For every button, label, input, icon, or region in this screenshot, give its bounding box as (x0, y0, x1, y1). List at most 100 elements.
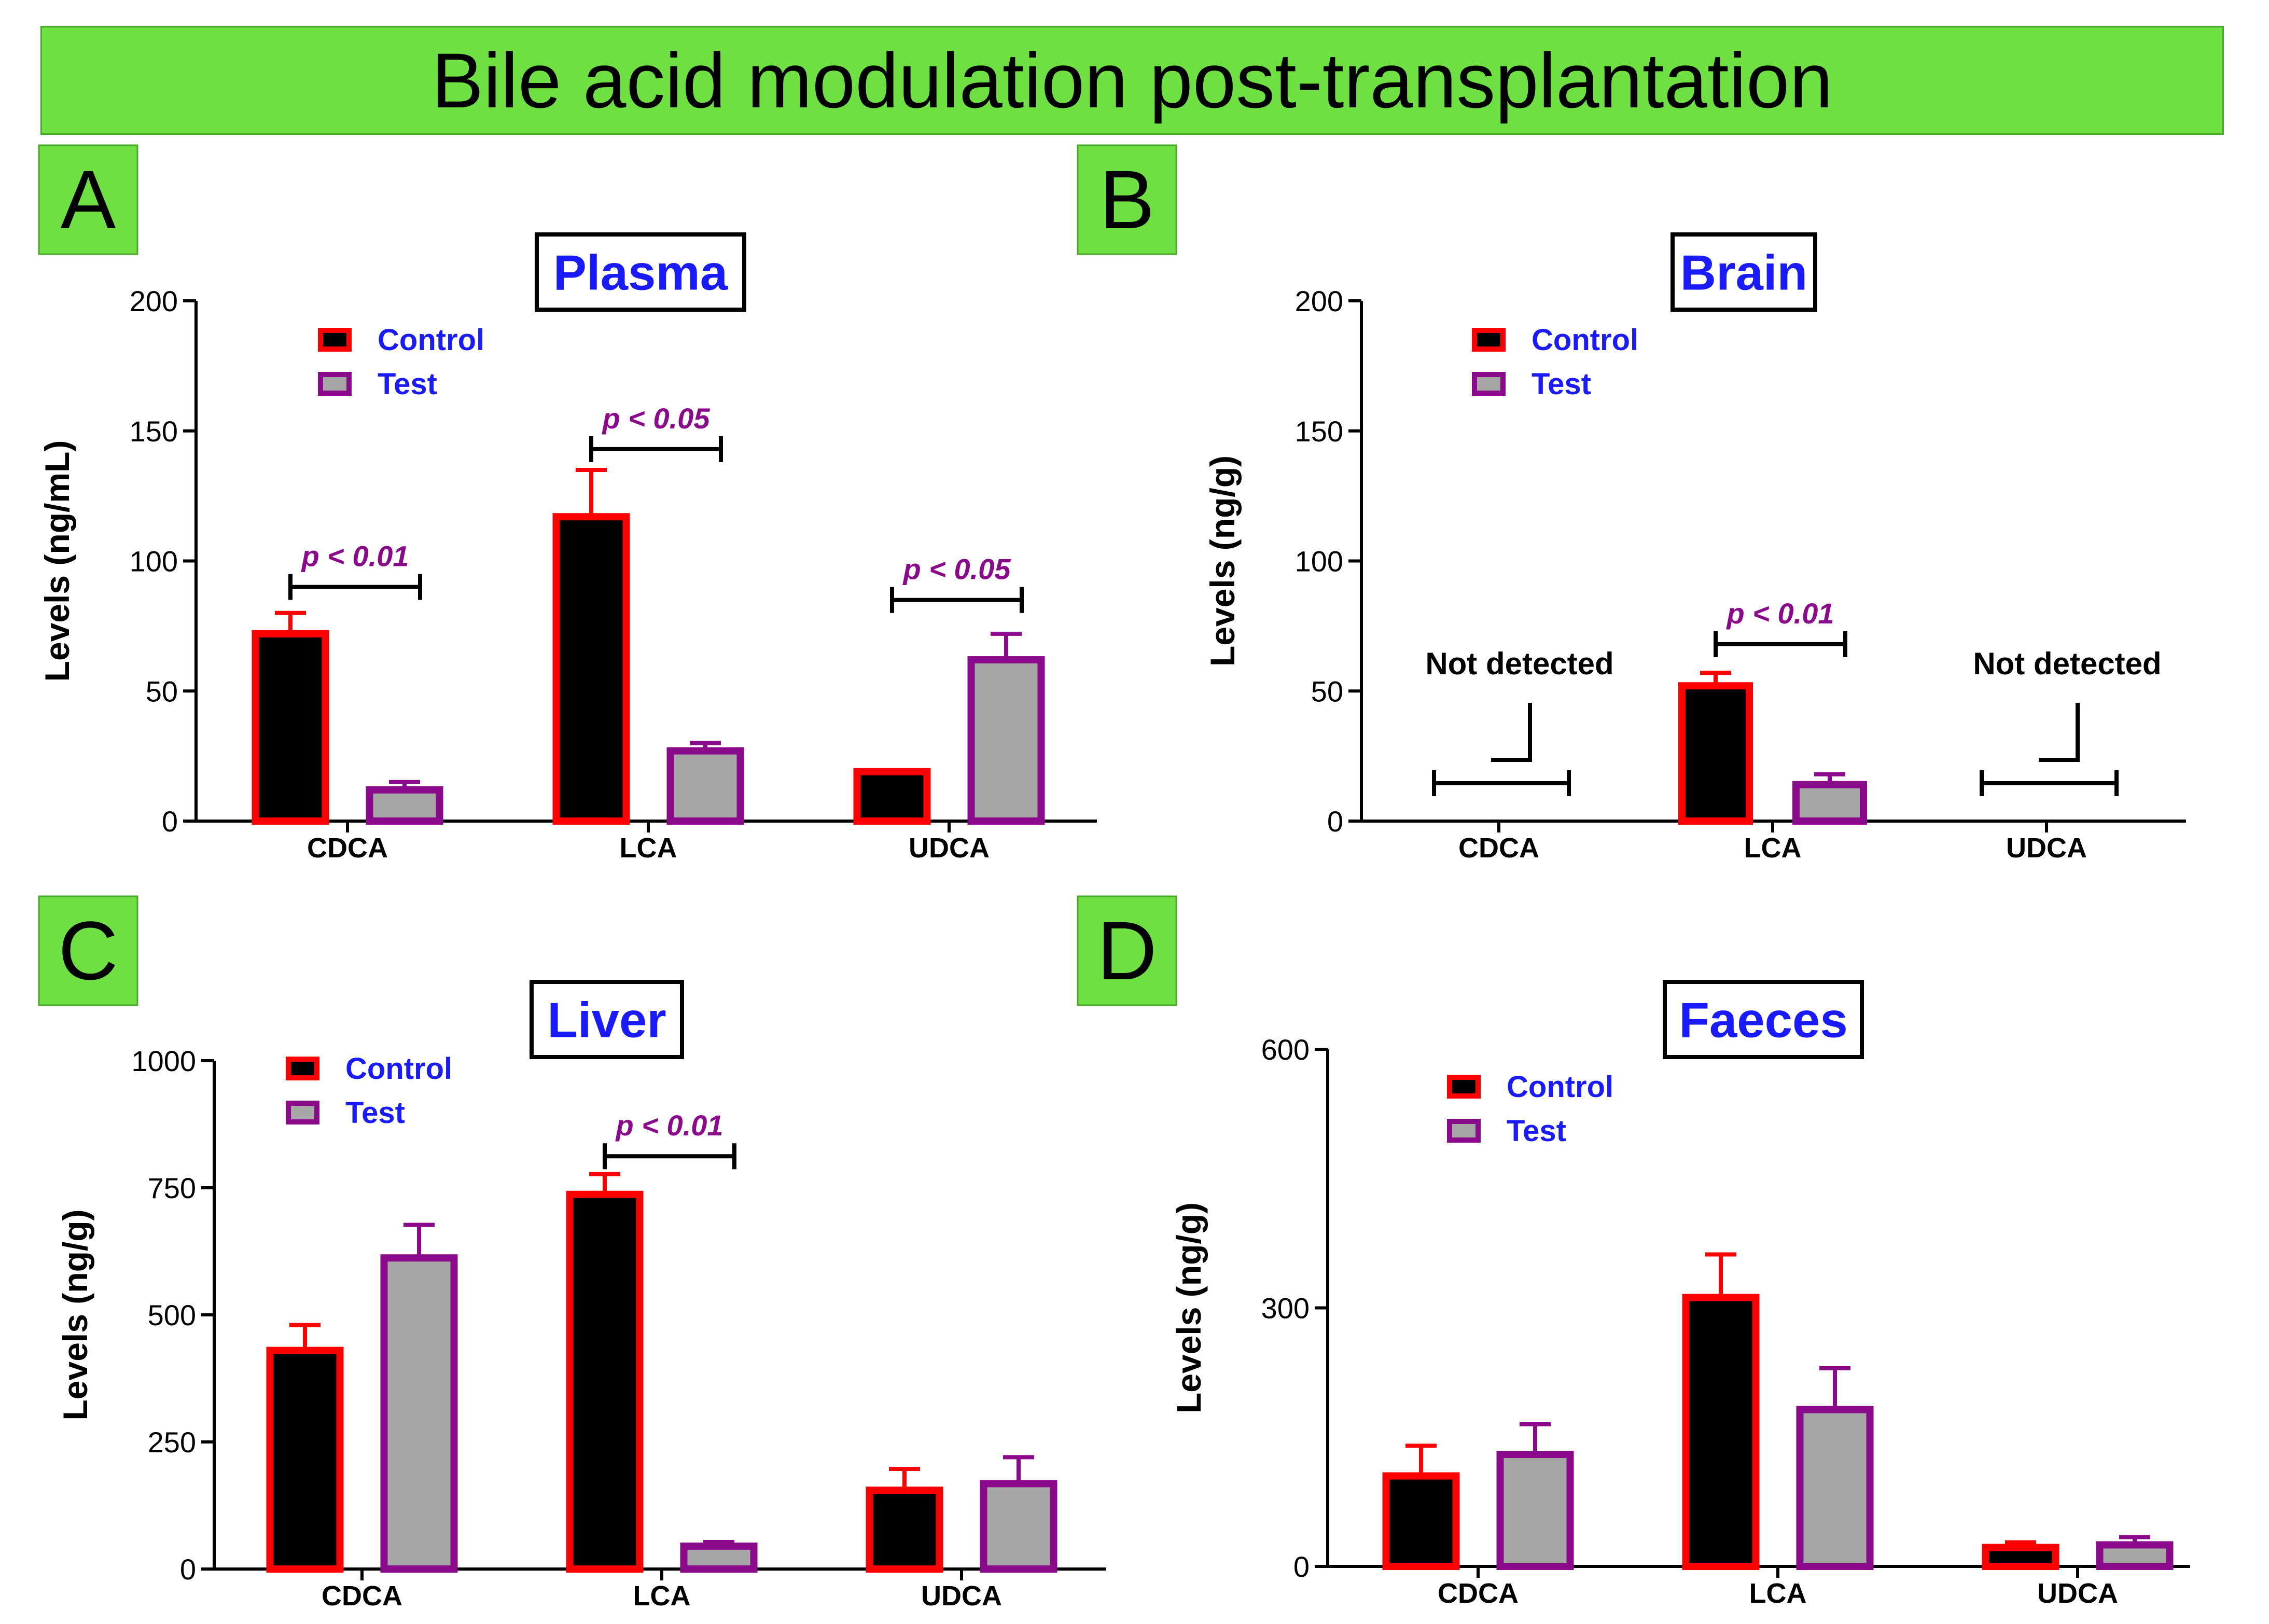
bar-test-cdca (380, 1254, 458, 1573)
bar-control-lca (552, 513, 630, 825)
chart-title: Plasma (553, 245, 728, 301)
legend-label-control: Control (345, 1052, 452, 1086)
p-value-label: p < 0.05 (601, 402, 710, 435)
not-detected-label: Not detected (1425, 646, 1613, 681)
x-tick-label: UDCA (2006, 832, 2087, 864)
panel-letter-box (38, 895, 138, 1006)
y-tick-label: 300 (1261, 1292, 1310, 1325)
bar-control-lca (566, 1190, 644, 1573)
y-tick-label: 750 (148, 1172, 196, 1204)
bar-test-udca (2096, 1541, 2174, 1570)
y-tick-label: 0 (180, 1553, 196, 1586)
y-tick-label: 600 (1261, 1033, 1310, 1066)
chart-title-box (1663, 980, 1864, 1059)
legend-swatch-control (286, 1057, 319, 1080)
panel-letter: A (61, 153, 116, 246)
y-tick-label: 500 (148, 1299, 196, 1331)
y-axis-label: Levels (ng/mL) (38, 440, 76, 682)
legend-label-control: Control (378, 323, 484, 357)
x-tick-label: UDCA (921, 1580, 1002, 1612)
chart-title-box (530, 980, 684, 1059)
chart-title-box (1671, 232, 1817, 312)
x-tick-label: UDCA (2037, 1578, 2118, 1609)
bar-test-lca (1792, 781, 1867, 825)
y-tick-label: 100 (1295, 545, 1343, 578)
legend-swatch-control (318, 328, 352, 352)
x-tick-label: LCA (1749, 1578, 1807, 1609)
y-axis-label: Levels (ng/g) (1203, 455, 1242, 667)
p-value-label: p < 0.01 (1725, 597, 1834, 630)
y-tick-label: 150 (1295, 415, 1343, 448)
y-tick-label: 200 (130, 285, 178, 317)
y-tick-label: 100 (130, 545, 178, 578)
panel-letter-box (1077, 895, 1177, 1006)
bar-control-cdca (252, 630, 329, 825)
bar-test-cdca (366, 786, 443, 825)
y-tick-label: 150 (130, 415, 178, 448)
bar-test-lca (666, 747, 744, 825)
x-tick-label: LCA (620, 832, 677, 864)
p-value-label: p < 0.01 (300, 540, 409, 573)
panel-c: C Liver 0 250 500 750 1000 Levels (ng/g) Control… (38, 895, 1106, 1612)
x-tick-label: CDCA (322, 1580, 402, 1612)
not-detected-label: Not detected (1973, 646, 2161, 681)
bar-test-udca (980, 1480, 1057, 1573)
not-detected-pointer (2039, 703, 2080, 762)
figure-banner: Bile acid modulation post-transplantatio… (40, 26, 2224, 135)
chart-title: Brain (1680, 245, 1807, 301)
bar-control-lca (1678, 682, 1753, 825)
y-tick-label: 50 (1311, 675, 1343, 707)
x-tick-label: UDCA (909, 832, 990, 864)
legend-swatch-test (1447, 1119, 1481, 1143)
bar-control-cdca (266, 1347, 344, 1573)
legend-swatch-test (1472, 372, 1506, 396)
y-tick-label: 200 (1295, 285, 1343, 317)
legend-swatch-control (1472, 328, 1506, 352)
legend-swatch-test (286, 1101, 319, 1125)
panel-d: D Faeces 0 300 600 Levels (ng/g) Control Test CD… (1077, 895, 2190, 1609)
panel-letter-box (1077, 144, 1177, 255)
not-detected-pointer (1491, 703, 1532, 762)
p-value-label: p < 0.05 (902, 553, 1011, 586)
panel-letter: D (1097, 904, 1157, 997)
legend-label-test: Test (1532, 367, 1591, 401)
legend-label-test: Test (378, 367, 437, 401)
legend-label-test: Test (1507, 1114, 1566, 1148)
bar-control-lca (1682, 1294, 1760, 1571)
legend-label-control: Control (1532, 323, 1638, 357)
y-tick-label: 0 (1327, 805, 1343, 838)
bar-control-udca (866, 1487, 943, 1573)
y-tick-label: 0 (1293, 1550, 1310, 1583)
panel-a: A Plasma 0 50 100 150 200 Levels (ng/mL) Control… (38, 144, 1097, 864)
y-tick-label: 50 (146, 675, 178, 707)
bar-test-lca (1796, 1406, 1874, 1570)
y-axis-label: Levels (ng/g) (56, 1209, 94, 1420)
y-axis-label: Levels (ng/g) (1170, 1202, 1208, 1413)
chart-title: Faeces (1679, 993, 1848, 1048)
x-tick-label: LCA (633, 1580, 691, 1612)
bar-test-lca (680, 1542, 758, 1573)
panel-b: B Brain 0 50 100 150 200 Levels (ng/g) Control Te… (1077, 144, 2186, 864)
panel-letter-box (38, 144, 138, 255)
chart-title-box (535, 232, 746, 312)
bar-control-cdca (1382, 1472, 1460, 1570)
x-tick-label: CDCA (1438, 1578, 1519, 1609)
figure-title: Bile acid modulation post-transplantatio… (431, 36, 1833, 124)
bar-control-udca (1982, 1544, 2059, 1571)
legend-label-test: Test (345, 1096, 405, 1130)
chart-title: Liver (547, 993, 666, 1048)
y-tick-label: 1000 (131, 1045, 196, 1077)
legend-swatch-control (1447, 1075, 1481, 1099)
x-tick-label: LCA (1744, 832, 1802, 864)
y-tick-label: 250 (148, 1426, 196, 1459)
bar-test-cdca (1496, 1450, 1574, 1571)
bar-control-udca (853, 768, 931, 825)
legend-swatch-test (318, 372, 352, 396)
y-tick-label: 0 (162, 805, 178, 838)
x-tick-label: CDCA (1458, 832, 1539, 864)
panel-letter: C (58, 904, 118, 997)
legend-label-control: Control (1507, 1070, 1613, 1104)
panel-letter: B (1099, 153, 1155, 246)
p-value-label: p < 0.01 (615, 1109, 723, 1142)
